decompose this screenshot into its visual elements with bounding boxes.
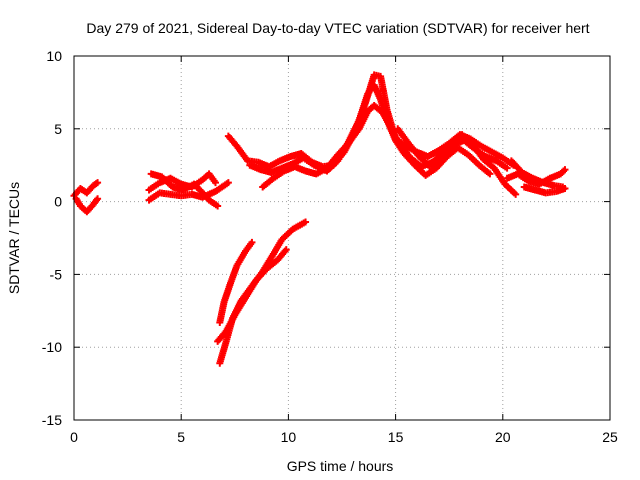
y-tick-label: -10	[42, 339, 62, 355]
series-track-4	[147, 170, 222, 210]
data-point	[561, 184, 569, 192]
x-tick-label: 10	[281, 429, 297, 445]
y-tick-label: 10	[46, 48, 62, 64]
data-point	[224, 179, 232, 187]
x-tick-label: 25	[602, 429, 618, 445]
plot-frame	[73, 55, 611, 421]
y-tick-label: -15	[42, 412, 62, 428]
x-tick-label: 0	[70, 429, 78, 445]
x-tick-label: 15	[388, 429, 404, 445]
data-point	[212, 179, 220, 187]
data-point	[94, 179, 102, 187]
data-point	[248, 238, 256, 246]
x-axis-label: GPS time / hours	[287, 458, 394, 474]
x-tick-label: 20	[495, 429, 511, 445]
series-track-5	[145, 179, 232, 204]
data-point	[561, 166, 569, 174]
series-track-12	[394, 125, 520, 198]
data-point	[486, 170, 494, 178]
y-tick-label: 0	[54, 194, 62, 210]
series-track-15	[520, 183, 569, 197]
data-point	[282, 246, 290, 254]
data-point	[512, 190, 520, 198]
series-track-3	[145, 170, 220, 194]
x-tick-label: 5	[177, 429, 185, 445]
data-point	[214, 202, 222, 210]
series-track-7	[214, 246, 290, 345]
data-point	[94, 195, 102, 203]
y-tick-label: 5	[54, 121, 62, 137]
chart-title: Day 279 of 2021, Sidereal Day-to-day VTE…	[86, 20, 589, 36]
series-track-8	[216, 238, 256, 326]
y-axis-label: SDTVAR / TECUs	[6, 182, 22, 294]
data-point	[302, 218, 310, 226]
data-marks	[70, 71, 569, 367]
series-track-1	[70, 179, 102, 200]
series-track-2	[72, 195, 102, 216]
grid-lines	[74, 56, 610, 420]
y-tick-label: -5	[50, 266, 63, 282]
data-point	[503, 164, 511, 172]
